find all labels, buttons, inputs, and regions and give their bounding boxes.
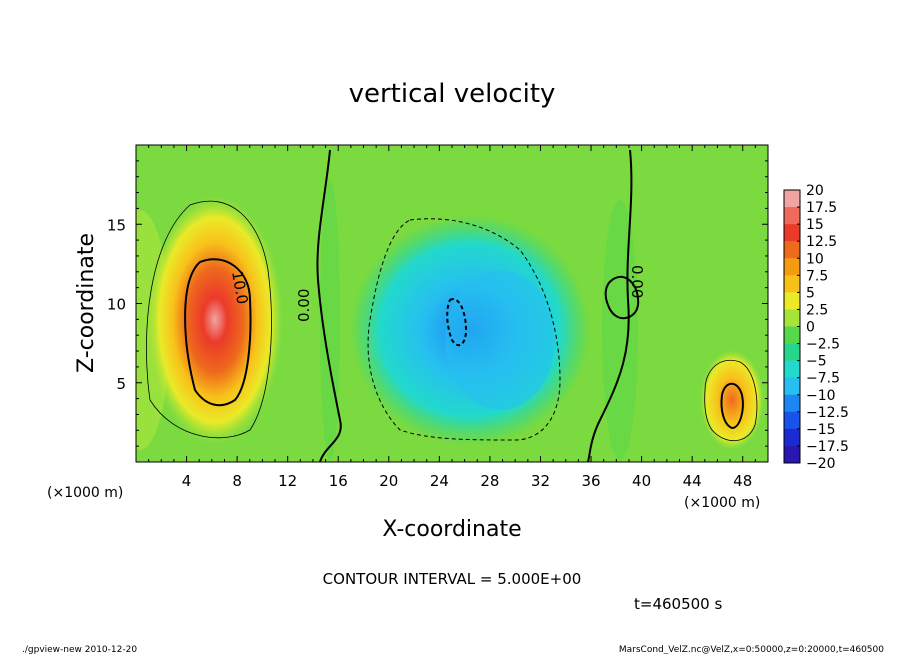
y-tick-label: 15 (107, 216, 126, 234)
colorbar-swatch (784, 377, 800, 396)
x-tick-label: 32 (531, 472, 550, 490)
colorbar-label: −15 (806, 422, 836, 438)
contour-label: 0.00 (628, 265, 646, 298)
contour-zero-island (604, 275, 640, 320)
colorbar-label: −20 (806, 456, 836, 472)
colorbar-label: 2.5 (806, 302, 828, 318)
contour-right-10 (720, 382, 744, 430)
colorbar-label: 20 (806, 183, 824, 199)
colorbar-label: −10 (806, 388, 836, 404)
downdraft-core (445, 270, 555, 410)
colorbar-label: 0 (806, 320, 815, 336)
colorbar-swatch (784, 326, 800, 345)
colorbar-label: −2.5 (806, 337, 840, 353)
y-unit-label: (×1000 m) (47, 485, 123, 501)
x-tick-label: 40 (632, 472, 651, 490)
colorbar-swatch (784, 190, 800, 208)
updraft-region-main (147, 195, 283, 445)
colorbar-swatch (784, 292, 800, 310)
colorbar-swatch (784, 258, 800, 276)
colorbar-swatch (784, 428, 800, 447)
x-tick-label: 44 (683, 472, 702, 490)
x-tick-label: 16 (329, 472, 348, 490)
neutral-strip (602, 200, 638, 460)
colorbar-label: −7.5 (806, 371, 840, 387)
contour-interval: CONTOUR INTERVAL = 5.000E+00 (323, 570, 582, 588)
colorbar-swatch (784, 411, 800, 430)
colorbar-swatch (784, 275, 800, 293)
x-axis-label: X-coordinate (382, 517, 521, 542)
colorbar-swatch (784, 309, 800, 327)
x-tick-label: 48 (733, 472, 752, 490)
x-unit-label: (×1000 m) (684, 495, 760, 511)
footer-right: MarsCond_VelZ.nc@VelZ,x=0:50000,z=0:2000… (619, 645, 884, 654)
updraft-region-right (700, 350, 764, 450)
footer-left: ./gpview-new 2010-12-20 (22, 645, 137, 654)
colorbar-label: 12.5 (806, 234, 837, 250)
x-tick-label: 12 (278, 472, 297, 490)
colorbar-label: 5 (806, 285, 815, 301)
plot-area: 10.0 0.00 0.00 (136, 145, 768, 462)
y-axis-label: Z-coordinate (74, 233, 99, 373)
y-tick-label: 10 (107, 296, 126, 314)
colorbar-swatch (784, 241, 800, 259)
contour-label: 10.0 (228, 270, 252, 306)
colorbar-swatch (784, 445, 800, 464)
y-tick-label: 5 (116, 375, 126, 393)
time-label: t=460500 s (634, 595, 722, 613)
contour-zero-left (316, 149, 342, 462)
x-tick-label: 8 (232, 472, 242, 490)
colorbar-label: −17.5 (806, 439, 849, 455)
colorbar-label: 7.5 (806, 268, 828, 284)
colorbar-swatch (784, 224, 800, 242)
contour-right-thin (704, 359, 758, 442)
contour-label: 0.00 (295, 289, 313, 322)
colorbar-swatch (784, 394, 800, 413)
colorbar-label: 10 (806, 251, 824, 267)
contour-zero-right (587, 149, 633, 462)
contour-10 (184, 258, 252, 407)
x-axis: 4 8 12 16 20 24 28 32 36 40 44 48 (148, 145, 756, 490)
x-tick-label: 20 (379, 472, 398, 490)
x-tick-label: 24 (430, 472, 449, 490)
y-axis: 5 10 15 (107, 160, 768, 447)
colorbar-label: −12.5 (806, 405, 849, 421)
x-tick-label: 28 (480, 472, 499, 490)
x-tick-label: 36 (581, 472, 600, 490)
colorbar-label: 17.5 (806, 200, 837, 216)
contour-thin-updraft (146, 200, 272, 439)
colorbar-swatch (784, 343, 800, 362)
contour-neg-dashed (367, 218, 561, 441)
colorbar-swatch (784, 360, 800, 379)
colorbar-label: −5 (806, 354, 827, 370)
chart-title: vertical velocity (349, 79, 556, 109)
x-tick-label: 4 (182, 472, 192, 490)
colorbar-label: 15 (806, 217, 824, 233)
colorbar-swatch (784, 207, 800, 225)
